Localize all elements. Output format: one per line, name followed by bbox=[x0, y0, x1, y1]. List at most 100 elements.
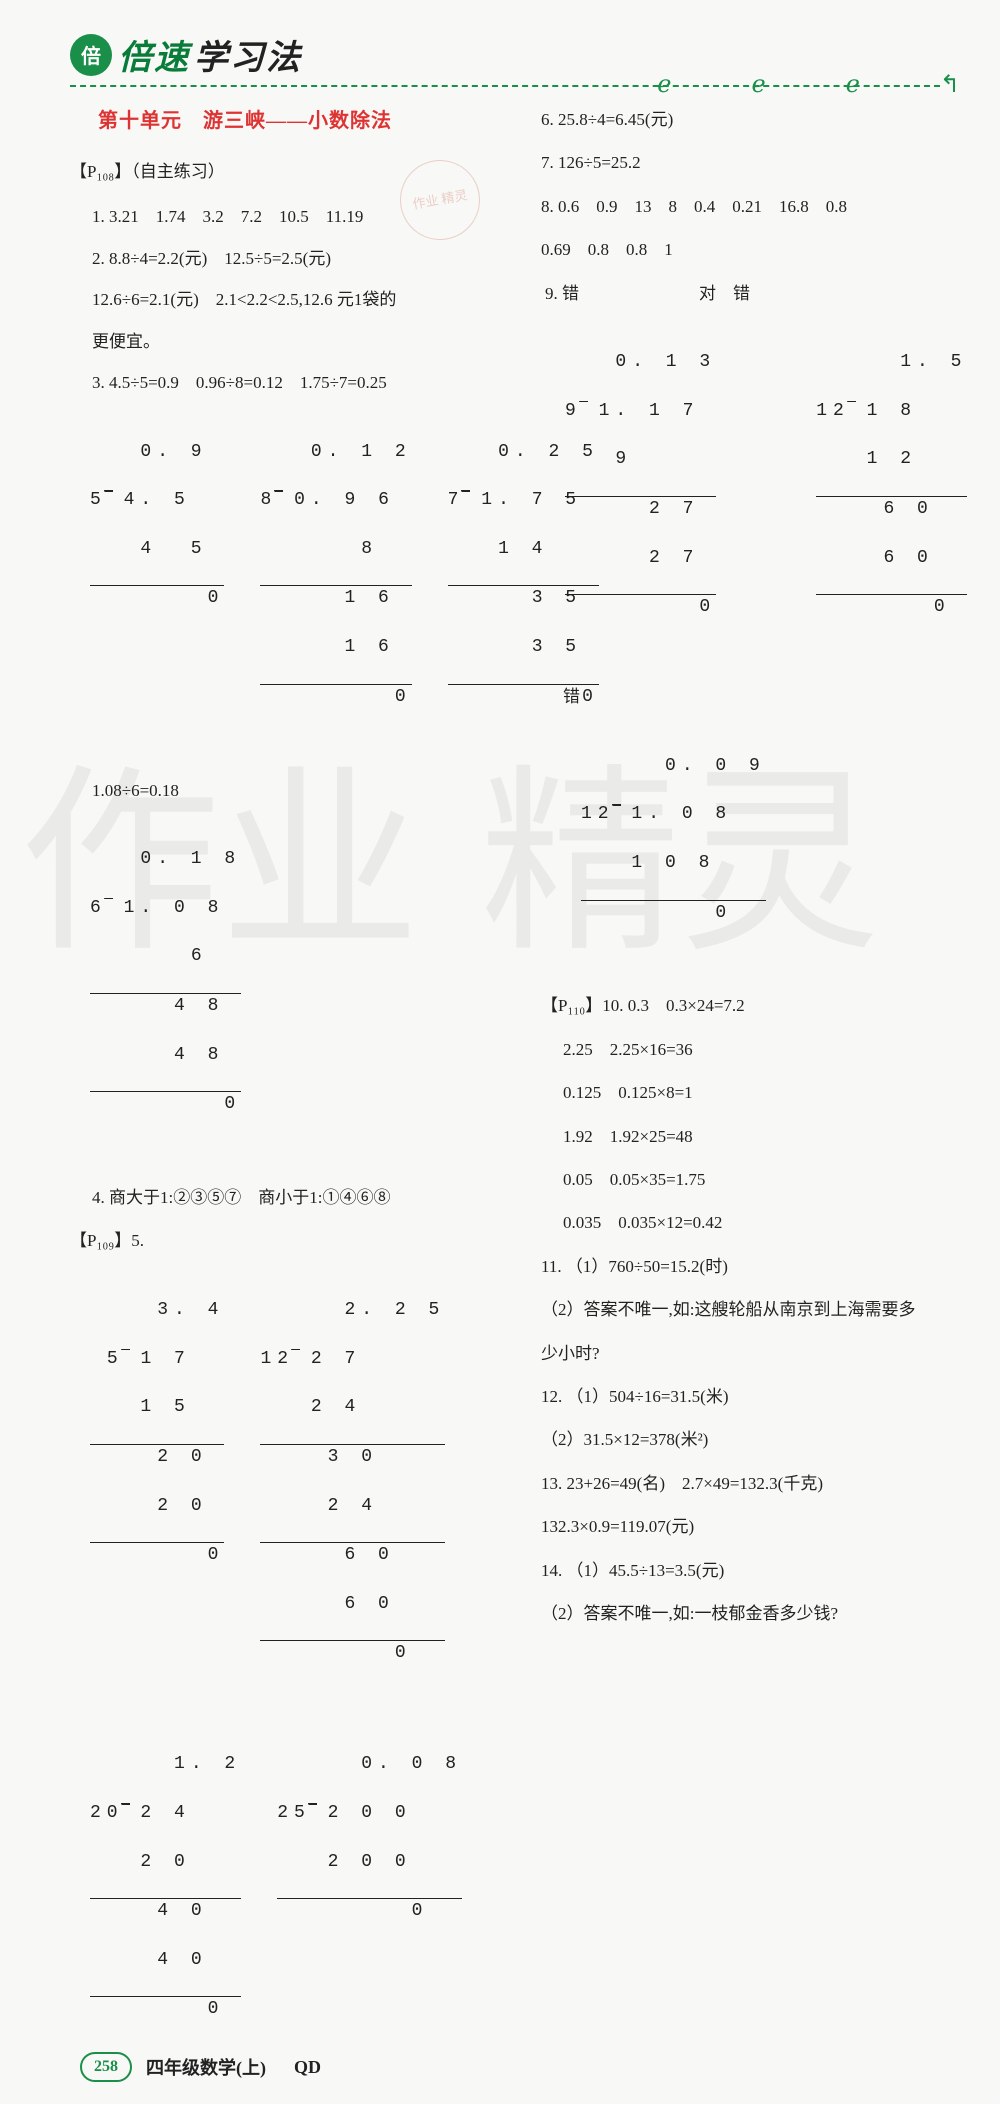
step: 0 bbox=[208, 588, 225, 608]
step: 0 bbox=[934, 597, 951, 617]
footer: 258 四年级数学(上) QD bbox=[80, 2052, 321, 2082]
longdiv-e: 3. 4 5 1 7 1 5 2 0 2 0 0 bbox=[90, 1274, 224, 1714]
step: 4 0 bbox=[157, 1950, 207, 1970]
longdiv-i: 0. 1 3 9 1. 1 7 9 2 7 2 7 0 bbox=[565, 326, 716, 668]
longdiv-row-1: 0. 9 5 4. 5 4 5 0 0. 1 2 8 0. 9 6 8 1 6 … bbox=[90, 415, 505, 757]
longdiv-h: 0. 0 8 25 2 0 0 2 0 0 0 bbox=[277, 1728, 462, 2070]
step: 2 0 bbox=[140, 1852, 190, 1872]
quotient: 0. 1 8 bbox=[140, 849, 241, 869]
dividend: 1. 0 8 bbox=[124, 898, 225, 918]
divisor: 6 bbox=[90, 898, 107, 918]
step: 1 0 8 bbox=[631, 853, 715, 873]
step: 1 6 bbox=[344, 637, 394, 657]
longdiv-g: 1. 2 20 2 4 2 0 4 0 4 0 0 bbox=[90, 1728, 241, 2070]
step: 6 bbox=[191, 946, 208, 966]
quotient: 0. 1 3 bbox=[615, 352, 716, 372]
longdiv-f: 2. 2 5 12 2 7 2 4 3 0 2 4 6 0 6 0 0 bbox=[260, 1274, 445, 1714]
q9-mid: 对 错 bbox=[699, 275, 750, 312]
q10-line: 0.05 0.05×35=1.75 bbox=[541, 1161, 967, 1198]
q10-line: 1.92 1.92×25=48 bbox=[541, 1118, 967, 1155]
squiggle-icon: ℯ bbox=[657, 70, 671, 99]
longdiv-row-5: 0. 1 3 9 1. 1 7 9 2 7 2 7 0 1. 5 12 1 8 … bbox=[565, 326, 967, 668]
step: 0 bbox=[208, 1545, 225, 1565]
step: 1 5 bbox=[140, 1397, 190, 1417]
step: 0 bbox=[395, 1643, 412, 1663]
divisor: 12 bbox=[260, 1349, 294, 1369]
dividend: 2 4 bbox=[140, 1803, 190, 1823]
brand-part1: 倍速 bbox=[118, 30, 190, 79]
step: 6 0 bbox=[344, 1545, 394, 1565]
quotient: 1. 2 bbox=[174, 1754, 241, 1774]
step: 2 7 bbox=[649, 499, 699, 519]
step: 1 6 bbox=[344, 588, 394, 608]
q11b: （2）答案不唯一,如:这艘轮船从南京到上海需要多 bbox=[541, 1291, 967, 1328]
dividend: 2 7 bbox=[311, 1349, 361, 1369]
step: 0 bbox=[412, 1901, 429, 1921]
q9-err2: 错 bbox=[541, 678, 967, 715]
q7: 7. 126÷5=25.2 bbox=[541, 144, 967, 181]
step: 4 5 bbox=[140, 539, 207, 559]
q4: 4. 商大于1:②③⑤⑦ 商小于1:①④⑥⑧ bbox=[70, 1179, 505, 1216]
dividend: 1. 1 7 bbox=[599, 401, 700, 421]
quotient: 0. 0 9 bbox=[665, 756, 766, 776]
q12a: 12. （1）504÷16=31.5(米) bbox=[541, 1378, 967, 1415]
dividend: 1 8 bbox=[867, 401, 917, 421]
step: 4 0 bbox=[157, 1901, 207, 1921]
page: 倍 倍速 学习法 ℯ ℯ ℯ ↰ 作业 精灵 第十单元 游三峡——小数除法 【P… bbox=[0, 0, 1000, 2104]
quotient: 0. 0 8 bbox=[361, 1754, 462, 1774]
q8a: 8. 0.6 0.9 13 8 0.4 0.21 16.8 0.8 bbox=[541, 188, 967, 225]
step: 0 bbox=[395, 687, 412, 707]
q3-extra: 1.08÷6=0.18 bbox=[70, 772, 505, 809]
q6: 6. 25.8÷4=6.45(元) bbox=[541, 101, 967, 138]
arrow-icon: ↰ bbox=[940, 70, 960, 99]
q10-line: 0.125 0.125×8=1 bbox=[541, 1074, 967, 1111]
dividend: 4. 5 bbox=[124, 490, 191, 510]
page-number-badge: 258 bbox=[80, 2052, 132, 2082]
q2b: 12.6÷6=2.1(元) 2.1<2.2<2.5,12.6 元1袋的 bbox=[70, 281, 505, 318]
footer-grade: 四年级数学(上) bbox=[146, 2054, 266, 2080]
q9-row: 9. 错 对 错 bbox=[545, 275, 967, 312]
dividend: 2 0 0 bbox=[328, 1803, 412, 1823]
divisor: 12 bbox=[816, 401, 850, 421]
q8b: 0.69 0.8 0.8 1 bbox=[541, 231, 967, 268]
q9-label: 9. 错 bbox=[545, 275, 579, 312]
columns: 第十单元 游三峡——小数除法 【P₁₀₈】（自主练习） 1. 3.21 1.74… bbox=[70, 95, 940, 2084]
divisor: 8 bbox=[260, 490, 277, 510]
step: 2 0 bbox=[157, 1496, 207, 1516]
longdiv-b: 0. 1 2 8 0. 9 6 8 1 6 1 6 0 bbox=[260, 415, 411, 757]
step: 2 4 bbox=[311, 1397, 361, 1417]
header-squiggles: ℯ ℯ ℯ ↰ bbox=[657, 70, 960, 99]
squiggle-icon: ℯ bbox=[751, 70, 765, 99]
divisor: 7 bbox=[448, 490, 465, 510]
step: 6 0 bbox=[344, 1594, 394, 1614]
brand-part2: 学习法 bbox=[194, 30, 302, 79]
quotient: 3. 4 bbox=[157, 1300, 224, 1320]
longdiv-row-6: 0. 0 9 12 1. 0 8 1 0 8 0 bbox=[581, 730, 967, 974]
squiggle-icon: ℯ bbox=[846, 70, 860, 99]
q14a: 14. （1）45.5÷13=3.5(元) bbox=[541, 1552, 967, 1589]
longdiv-k: 0. 0 9 12 1. 0 8 1 0 8 0 bbox=[581, 730, 766, 974]
q11a: 11. （1）760÷50=15.2(时) bbox=[541, 1248, 967, 1285]
quotient: 2. 2 5 bbox=[344, 1300, 445, 1320]
divisor: 5 bbox=[107, 1349, 124, 1369]
logo-icon: 倍 bbox=[70, 34, 112, 76]
step: 8 bbox=[361, 539, 378, 559]
quotient: 0. 1 2 bbox=[311, 442, 412, 462]
q10-line: 0.035 0.035×12=0.42 bbox=[541, 1204, 967, 1241]
quotient: 0. 9 bbox=[140, 442, 207, 462]
q10-line: 2.25 2.25×16=36 bbox=[541, 1031, 967, 1068]
step: 0 bbox=[699, 597, 716, 617]
longdiv-row-3: 3. 4 5 1 7 1 5 2 0 2 0 0 2. 2 5 12 2 7 2… bbox=[90, 1274, 505, 1714]
divisor: 5 bbox=[90, 490, 107, 510]
divisor: 25 bbox=[277, 1803, 311, 1823]
longdiv-row-2: 0. 1 8 6 1. 0 8 6 4 8 4 8 0 bbox=[90, 823, 505, 1165]
q12b: （2）31.5×12=378(米²) bbox=[541, 1421, 967, 1458]
step: 2 7 bbox=[649, 548, 699, 568]
step: 1 2 bbox=[867, 449, 917, 469]
q14b: （2）答案不唯一,如:一枝郁金香多少钱? bbox=[541, 1595, 967, 1632]
divisor: 9 bbox=[565, 401, 582, 421]
unit-title: 第十单元 游三峡——小数除法 bbox=[98, 99, 505, 143]
dividend: 1. 7 5 bbox=[481, 490, 582, 510]
step: 0 bbox=[715, 903, 732, 923]
dividend: 0. 9 6 bbox=[294, 490, 395, 510]
